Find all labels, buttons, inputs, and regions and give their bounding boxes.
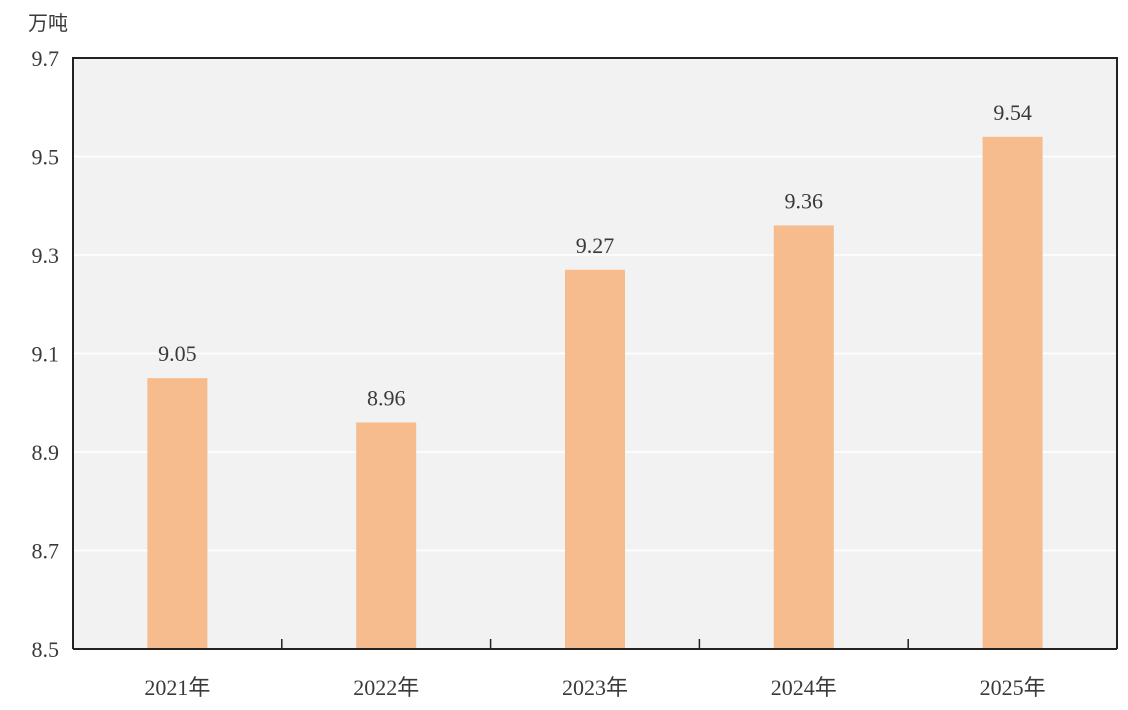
x-tick-label: 2022年 — [353, 675, 419, 700]
data-label: 9.05 — [158, 341, 197, 366]
data-label: 8.96 — [367, 385, 406, 410]
bar-2025年 — [982, 136, 1043, 650]
unit-label: 万吨 — [28, 11, 68, 35]
x-tick-label: 2024年 — [771, 675, 837, 700]
plot-area: 9.05 8.96 9.27 9.36 9.54 8.5 8.7 8.9 9.1 9.3 9.5 9.… — [32, 46, 1118, 700]
y-tick-label: 9.7 — [32, 46, 60, 71]
bar-2023年 — [565, 269, 625, 649]
plot-frame — [72, 57, 1118, 649]
data-label: 9.27 — [576, 233, 615, 258]
y-tick-label: 9.3 — [32, 243, 60, 268]
data-label: 9.36 — [785, 188, 824, 213]
x-tick-label: 2021年 — [144, 675, 210, 700]
y-tick-label: 9.1 — [32, 342, 60, 367]
bar-2021年 — [147, 378, 208, 649]
y-tick-label: 8.7 — [32, 539, 60, 564]
y-tick-label: 8.9 — [32, 440, 60, 465]
x-tick-label: 2025年 — [980, 675, 1046, 700]
y-tick-label: 8.5 — [32, 637, 60, 662]
data-label: 9.54 — [993, 100, 1032, 125]
bar-2024年 — [773, 225, 834, 649]
x-tick-label: 2023年 — [562, 675, 628, 700]
bar-2022年 — [356, 422, 417, 649]
y-tick-label: 9.5 — [32, 145, 60, 170]
